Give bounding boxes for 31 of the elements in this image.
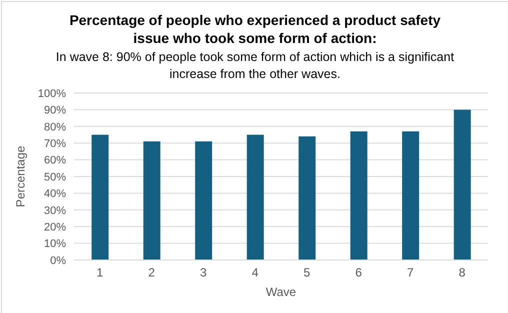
x-tick-label: 3	[200, 266, 208, 280]
y-tick-label: 30%	[44, 204, 66, 217]
bar	[195, 141, 212, 260]
y-tick-label: 50%	[44, 171, 66, 184]
chart-subtitle: In wave 8: 90% of people took some form of action which is a significant increase from the other waves.	[54, 49, 456, 83]
y-tick-label: 100%	[38, 88, 66, 100]
bar	[246, 134, 264, 260]
y-tick-label: 20%	[44, 222, 66, 234]
y-tick-label: 10%	[44, 238, 66, 250]
bar	[454, 110, 471, 260]
y-tick-label: 80%	[44, 121, 66, 134]
y-tick-label: 60%	[44, 154, 66, 167]
bar	[92, 134, 109, 260]
bar	[298, 136, 316, 260]
x-tick-label: 4	[252, 266, 259, 280]
x-tick-label: 7	[407, 266, 414, 280]
chart-title: Percentage of people who experienced a product safety issue who took some form of action:	[68, 11, 442, 47]
y-tick-label: 90%	[44, 104, 66, 117]
x-tick-label: 1	[96, 266, 104, 280]
y-tick-label: 0%	[50, 254, 66, 267]
x-axis-title: Wave	[266, 285, 296, 299]
x-tick-label: 2	[148, 266, 156, 280]
bar	[350, 131, 368, 260]
x-tick-label: 5	[304, 266, 311, 280]
bar	[402, 131, 420, 260]
x-tick-label: 6	[355, 266, 362, 280]
y-tick-label: 70%	[44, 138, 66, 150]
y-axis-title: Percentage	[13, 145, 28, 208]
x-tick-label: 8	[458, 266, 466, 280]
bar	[143, 141, 160, 260]
y-tick-label: 40%	[44, 188, 66, 200]
